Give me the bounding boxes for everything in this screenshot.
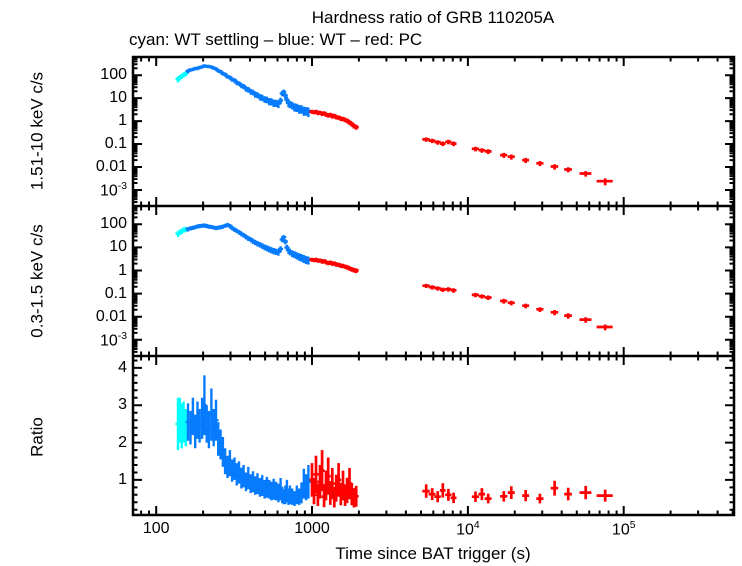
y-tick-label: 0.01 [95,307,127,325]
series-hard-wt [185,64,311,118]
series-hard-pc [309,109,613,186]
y-tick-label: 4 [118,358,127,376]
series-ratio-pc [309,450,613,508]
y-tick-label: 0.1 [104,284,127,302]
y-tick-label: 10 [109,89,127,107]
tick-exponent: -3 [117,180,127,192]
y-tick-label: 100 [100,215,127,233]
y-tick-label: 0.1 [104,135,127,153]
x-tick-label: 1000 [294,520,330,537]
series-soft-wt [185,222,311,265]
y-tick-label: 10-3 [99,330,127,350]
y-tick-label: 10 [109,238,127,256]
x-axis-label: Time since BAT trigger (s) [335,544,531,563]
chart-legend-subtitle: cyan: WT settling – blue: WT – red: PC [129,30,423,49]
tick-exponent: -3 [117,330,127,342]
x-tick-label: 100 [142,520,170,537]
y-tick-label: 10-3 [99,180,127,200]
y-tick-label: 100 [100,66,127,84]
tick-exponent: 4 [473,520,480,531]
tick-exponent: 5 [629,520,636,531]
series-hard-wt_settling [175,71,189,83]
y-tick-label: 1 [118,261,127,279]
series-ratio-wt_settling [175,397,189,451]
y-tick-label: 3 [118,396,127,414]
x-tick-label: 105 [611,520,636,539]
y-tick-label: 2 [118,433,127,451]
y-tick-label: 1 [118,470,127,488]
x-tick-label: 104 [456,520,480,539]
chart-title: Hardness ratio of GRB 110205A [311,8,555,27]
series-ratio-wt [185,375,311,506]
y-tick-label: 0.01 [95,158,127,175]
series-soft-pc [309,257,613,331]
y-tick-label: 1 [118,112,127,130]
